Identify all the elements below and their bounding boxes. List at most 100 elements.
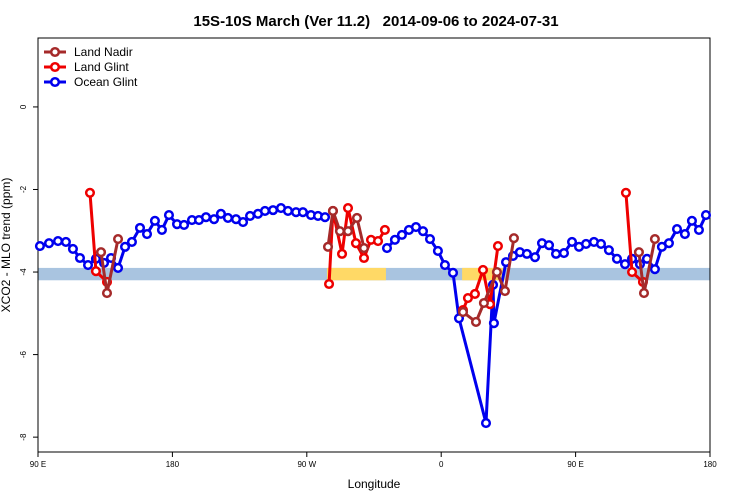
data-point	[112, 262, 124, 273]
data-point	[82, 259, 94, 271]
data-point	[620, 187, 631, 198]
data-point	[215, 208, 226, 219]
land-segment	[326, 267, 386, 281]
x-tick-label: 90 E	[30, 460, 46, 469]
data-point	[322, 241, 334, 252]
data-point	[700, 210, 712, 221]
data-point	[200, 212, 212, 223]
data-point	[120, 241, 131, 252]
legend-label: Land Nadir	[74, 45, 133, 59]
data-point	[327, 205, 338, 216]
data-point	[447, 267, 459, 278]
data-point	[462, 292, 473, 304]
data-point	[499, 285, 511, 297]
data-point	[134, 222, 146, 233]
data-point	[558, 247, 570, 259]
y-tick-label: -8	[19, 433, 28, 441]
data-point	[396, 229, 407, 240]
data-point	[334, 226, 346, 237]
data-point	[84, 187, 96, 198]
data-point	[477, 264, 489, 276]
data-point	[245, 210, 256, 221]
data-point	[141, 229, 153, 240]
data-point	[633, 247, 644, 258]
data-point	[74, 252, 86, 264]
data-point	[432, 245, 443, 257]
data-point	[342, 226, 354, 237]
data-point	[671, 224, 683, 235]
data-point	[410, 221, 422, 233]
data-point	[581, 238, 592, 250]
plot-frame	[37, 37, 711, 453]
data-point	[358, 252, 370, 264]
data-point	[44, 238, 55, 249]
x-tick-label: 0	[439, 460, 444, 469]
data-point	[439, 259, 450, 271]
data-point	[417, 226, 429, 237]
data-point	[603, 245, 614, 256]
chart-title: 15S-10S March (Ver 11.2) 2014-09-06 to 2…	[193, 13, 558, 30]
x-axis-label: Longitude	[348, 477, 401, 491]
x-tick-label: 180	[703, 460, 717, 469]
data-point	[550, 248, 562, 259]
legend-label: Land Glint	[74, 60, 129, 74]
y-tick-label: -2	[19, 185, 28, 193]
legend-marker	[49, 61, 61, 73]
data-point	[178, 219, 190, 231]
data-point	[90, 266, 101, 277]
data-point	[626, 266, 638, 278]
legend-marker	[49, 46, 61, 58]
data-point	[336, 248, 348, 259]
data-point	[470, 316, 482, 328]
data-point	[521, 248, 532, 259]
y-axis-label: XCO2 - MLO trend (ppm)	[0, 178, 13, 313]
data-point	[95, 247, 107, 258]
data-point	[566, 236, 578, 247]
data-point	[649, 233, 660, 245]
x-tick-label: 90 E	[567, 460, 583, 469]
data-point	[149, 215, 160, 226]
legend-label: Ocean Glint	[74, 75, 138, 89]
data-point	[543, 240, 555, 251]
data-point	[126, 236, 137, 247]
data-point	[686, 215, 697, 226]
data-point	[209, 214, 220, 225]
data-point	[663, 238, 674, 249]
data-point	[67, 243, 78, 254]
data-point	[222, 212, 234, 224]
data-point	[34, 240, 45, 252]
data-point	[457, 307, 469, 318]
data-point	[679, 229, 690, 240]
data-point	[595, 238, 607, 250]
data-point	[381, 243, 393, 254]
data-point	[342, 203, 354, 214]
data-point	[101, 288, 113, 299]
x-tick-label: 90 W	[297, 460, 316, 469]
data-point	[469, 288, 480, 299]
data-point	[611, 253, 623, 264]
data-point	[60, 236, 71, 247]
data-point	[350, 238, 361, 249]
data-point	[297, 207, 308, 218]
data-point	[488, 318, 499, 329]
data-point	[351, 212, 363, 224]
data-point	[163, 210, 175, 221]
data-point	[478, 297, 489, 309]
data-point	[379, 224, 390, 235]
legend-marker	[49, 76, 61, 88]
data-point	[619, 259, 631, 270]
data-point	[529, 252, 541, 263]
data-point	[319, 212, 331, 223]
data-point	[358, 243, 370, 254]
data-point	[268, 205, 279, 216]
data-point	[389, 234, 400, 245]
x-tick-label: 180	[166, 460, 180, 469]
data-point	[259, 205, 271, 216]
data-point	[638, 288, 650, 299]
data-point	[52, 236, 64, 247]
data-point	[112, 233, 124, 245]
data-point	[424, 233, 436, 245]
data-point	[282, 205, 294, 216]
data-point	[372, 236, 384, 247]
